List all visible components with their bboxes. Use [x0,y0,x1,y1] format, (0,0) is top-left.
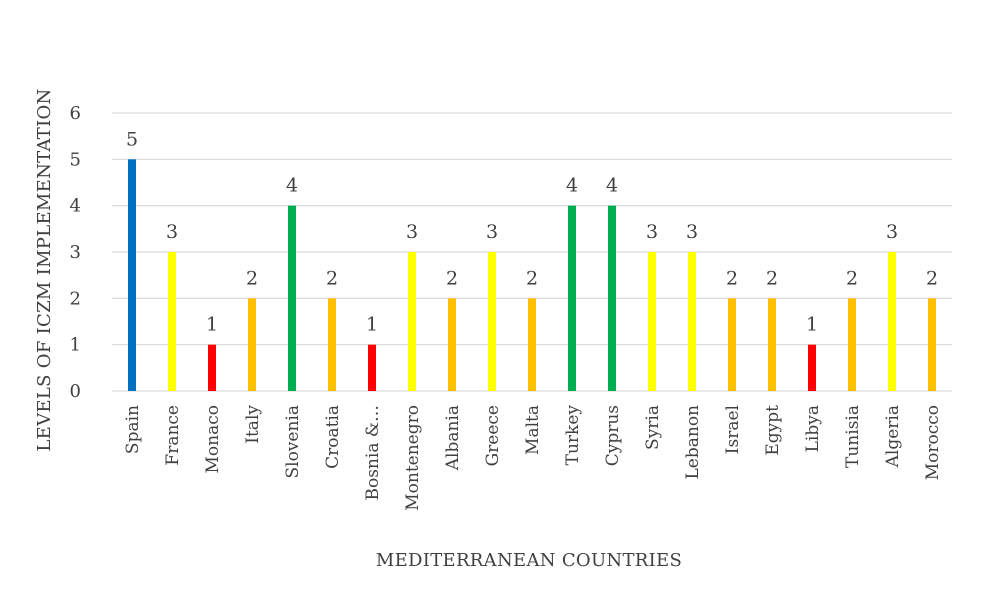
bar [488,252,496,391]
bar [168,252,176,391]
data-label: 2 [246,267,258,289]
bar [928,298,936,391]
bar [808,344,816,391]
x-tick-label: Croatia [323,405,343,469]
x-tick-label: Libya [803,405,823,452]
data-label: 3 [646,221,658,243]
data-label: 2 [926,267,938,289]
bar [848,298,856,391]
bar [128,159,136,391]
data-label: 2 [326,267,338,289]
data-labels: 5 3 1 2 4 2 1 3 2 3 2 4 4 3 3 2 2 1 2 3 2 [126,128,938,335]
x-axis-title: MEDITERRANEAN COUNTRIES [376,550,682,571]
bar [888,252,896,391]
data-label: 1 [366,314,378,336]
x-tick-label: Syria [643,405,663,450]
data-label: 5 [126,128,138,150]
data-label: 3 [166,221,178,243]
y-axis-ticks: 0 1 2 3 4 5 6 [70,103,81,402]
data-label: 4 [286,175,298,197]
data-label: 3 [886,221,898,243]
x-tick-label: Monaco [203,405,223,473]
bar [328,298,336,391]
y-tick-label: 6 [70,103,81,124]
y-tick-label: 1 [70,335,81,356]
bar [248,298,256,391]
y-axis-title: LEVELS OF ICZM IMPLEMENTATION [34,88,55,451]
data-label: 3 [406,221,418,243]
x-tick-label: Egypt [763,405,783,456]
bars [128,159,936,391]
data-label: 1 [206,314,218,336]
bar [408,252,416,391]
data-label: 3 [486,221,498,243]
x-tick-label: Turkey [563,405,583,466]
x-tick-label: Montenegro [403,405,423,511]
bar [728,298,736,391]
data-label: 1 [806,314,818,336]
x-tick-label: Albania [443,405,463,471]
x-tick-label: Spain [123,405,143,454]
x-axis-ticks: Spain France Monaco Italy Slovenia Croatia Bos… [123,405,943,511]
x-tick-label: Slovenia [283,405,303,479]
bar [768,298,776,391]
y-tick-label: 4 [70,196,81,217]
y-tick-label: 2 [70,288,81,309]
x-tick-label: Lebanon [683,405,703,480]
data-label: 2 [726,267,738,289]
bar [288,205,296,391]
x-tick-label: Tunisia [843,405,863,468]
x-tick-label: France [163,405,183,466]
x-tick-label: Morocco [923,405,943,480]
x-tick-label: Italy [243,405,263,444]
bar [528,298,536,391]
x-tick-label: Algeria [883,405,903,468]
data-label: 2 [766,267,778,289]
bar [648,252,656,391]
bar [208,344,216,391]
bar [448,298,456,391]
data-label: 4 [606,175,618,197]
bar [688,252,696,391]
x-tick-label: Cyprus [603,405,623,466]
data-label: 3 [686,221,698,243]
data-label: 2 [526,267,538,289]
data-label: 2 [446,267,458,289]
x-tick-label: Bosnia &… [363,405,383,501]
data-label: 2 [846,267,858,289]
x-tick-label: Malta [523,405,543,455]
bar [368,344,376,391]
bar [568,205,576,391]
data-label: 4 [566,175,578,197]
x-tick-label: Israel [723,405,743,454]
y-tick-label: 3 [70,242,81,263]
x-tick-label: Greece [483,405,503,466]
y-tick-label: 0 [70,381,81,402]
y-tick-label: 5 [70,149,81,170]
bar [608,205,616,391]
